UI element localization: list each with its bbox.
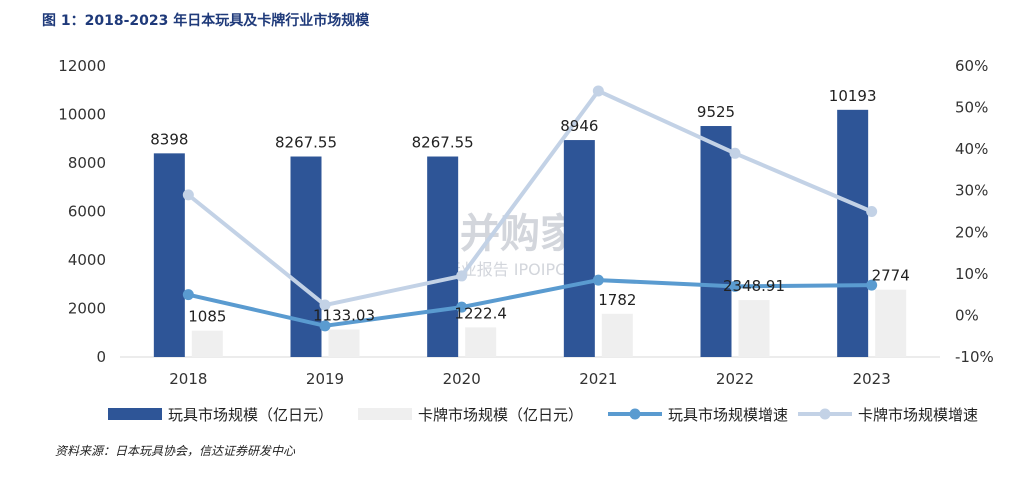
x-axis-tick: 2023 [853,370,891,388]
right-axis-tick: 60% [955,57,988,75]
left-axis-tick: 6000 [68,203,106,221]
card-growth-point [592,85,604,97]
card-bar [738,300,770,357]
toy-bar-label: 8267.55 [412,134,474,152]
toy-bar-label: 8398 [150,130,188,148]
x-axis-tick: 2019 [306,370,344,388]
toy-growth-point [456,301,468,313]
card-growth-point [456,270,468,282]
left-axis-tick: 8000 [68,154,106,172]
toy-bar [153,153,185,357]
watermark-main: 并购家 [460,211,580,257]
right-axis-tick: 50% [955,99,988,117]
x-axis-tick: 2022 [716,370,754,388]
left-axis-tick: 0 [96,348,106,366]
toy-growth-point [866,279,878,291]
legend-label: 玩具市场规模增速 [668,406,788,424]
card-bar [465,327,497,357]
right-axis-tick: 0% [955,306,979,324]
toy-growth-point [319,320,331,332]
right-axis-tick: 20% [955,223,988,241]
toy-bar [837,109,869,357]
toy-bar-label: 8946 [560,117,598,135]
toy-bar [290,156,322,357]
card-bar-label: 1782 [598,291,636,309]
toy-bar [563,140,595,357]
card-growth-point [182,189,194,201]
toy-growth-point [182,289,194,301]
card-bar-label: 1085 [188,308,226,326]
legend-label: 卡牌市场规模（亿日元） [418,406,583,424]
legend-swatch [108,408,162,420]
toy-bar [427,156,459,357]
card-bar [875,289,907,357]
right-axis-tick: -10% [955,348,994,366]
legend-swatch-marker [629,408,641,420]
watermark-sub: 行业报告 IPOIPO.CN [445,260,596,279]
source-note: 资料来源：日本玩具协会，信达证券研发中心 [55,444,296,458]
toy-bar-label: 10193 [829,87,877,105]
left-axis-tick: 10000 [58,106,106,124]
right-axis-tick: 40% [955,140,988,158]
x-axis-tick: 2020 [443,370,481,388]
card-bar-label: 2348.91 [723,277,785,295]
card-growth-point [729,147,741,159]
right-axis-tick: 30% [955,182,988,200]
card-growth-point [866,206,878,217]
legend-label: 玩具市场规模（亿日元） [168,406,333,424]
plot-area: 0 2000 4000 6000 8000 10000 12000 -10% 0% 10% 20% 3… [58,57,993,388]
x-axis-tick: 2018 [169,370,207,388]
toy-bar-label: 9525 [697,103,735,121]
toy-bar [700,126,732,357]
x-axis-tick: 2021 [579,370,617,388]
card-bar-label: 1133.03 [313,307,375,325]
card-bar-label: 1222.4 [454,304,507,322]
card-bar [328,329,360,357]
toy-growth-point [592,274,604,286]
legend-label: 卡牌市场规模增速 [858,406,978,424]
toy-growth-point [729,280,741,292]
right-axis-tick: 10% [955,265,988,283]
card-growth-point [319,299,331,311]
card-bar [601,313,633,357]
legend-swatch [358,408,412,420]
card-bar-label: 2774 [872,267,910,285]
legend-swatch-marker [819,408,831,420]
legend: 玩具市场规模（亿日元） 卡牌市场规模（亿日元） 玩具市场规模增速 卡牌市场规模增速 [108,406,978,424]
toy-bar-label: 8267.55 [275,134,337,152]
chart-title: 图 1：2018-2023 年日本玩具及卡牌行业市场规模 [42,13,370,29]
card-growth-line [186,88,874,308]
left-axis-tick: 4000 [68,251,106,269]
left-axis-tick: 2000 [68,300,106,318]
toy-growth-line [186,278,874,328]
left-axis-tick: 12000 [58,57,106,75]
card-bar [191,330,223,357]
